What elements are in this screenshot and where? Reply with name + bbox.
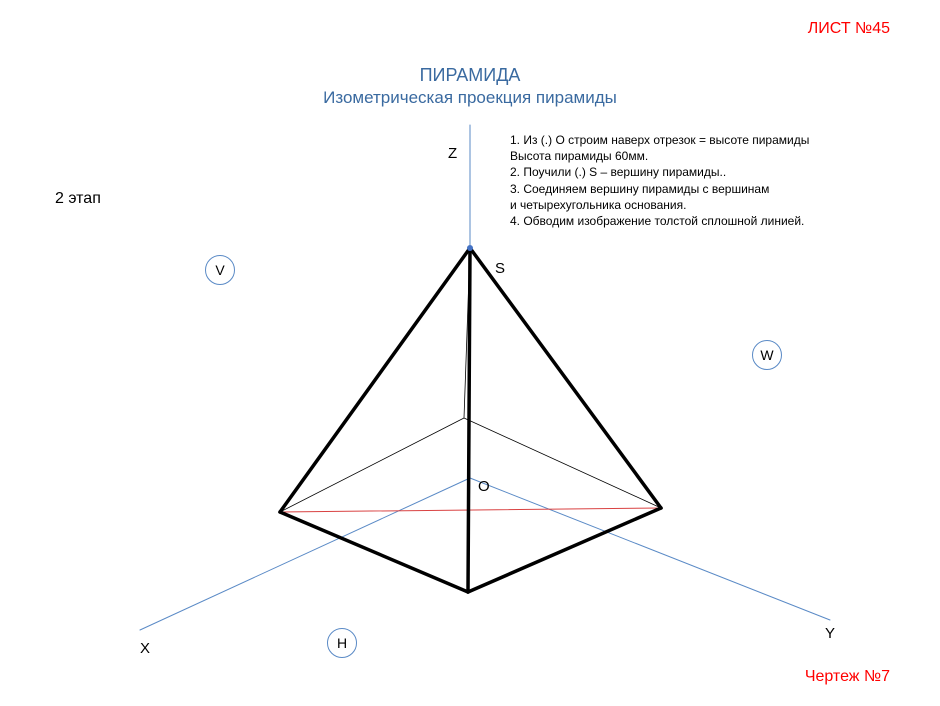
axis-y [470, 478, 830, 620]
label-s: S [495, 260, 505, 277]
label-z: Z [448, 145, 457, 162]
edge-front-right [468, 508, 661, 592]
plane-v-circle: V [205, 255, 235, 285]
apex-dot [467, 245, 473, 251]
plane-w-circle: W [752, 340, 782, 370]
edge-back-right [464, 418, 661, 508]
axis-x [140, 478, 470, 630]
edge-apex-front [468, 248, 470, 592]
label-x: X [140, 640, 150, 657]
edge-apex-right [470, 248, 661, 508]
edge-back-left [280, 418, 464, 512]
label-y: Y [825, 625, 835, 642]
plane-h-circle: H [327, 628, 357, 658]
base-red-line [280, 508, 661, 512]
pyramid-diagram [0, 0, 940, 706]
edge-apex-left [280, 248, 470, 512]
label-o: O [478, 478, 490, 495]
